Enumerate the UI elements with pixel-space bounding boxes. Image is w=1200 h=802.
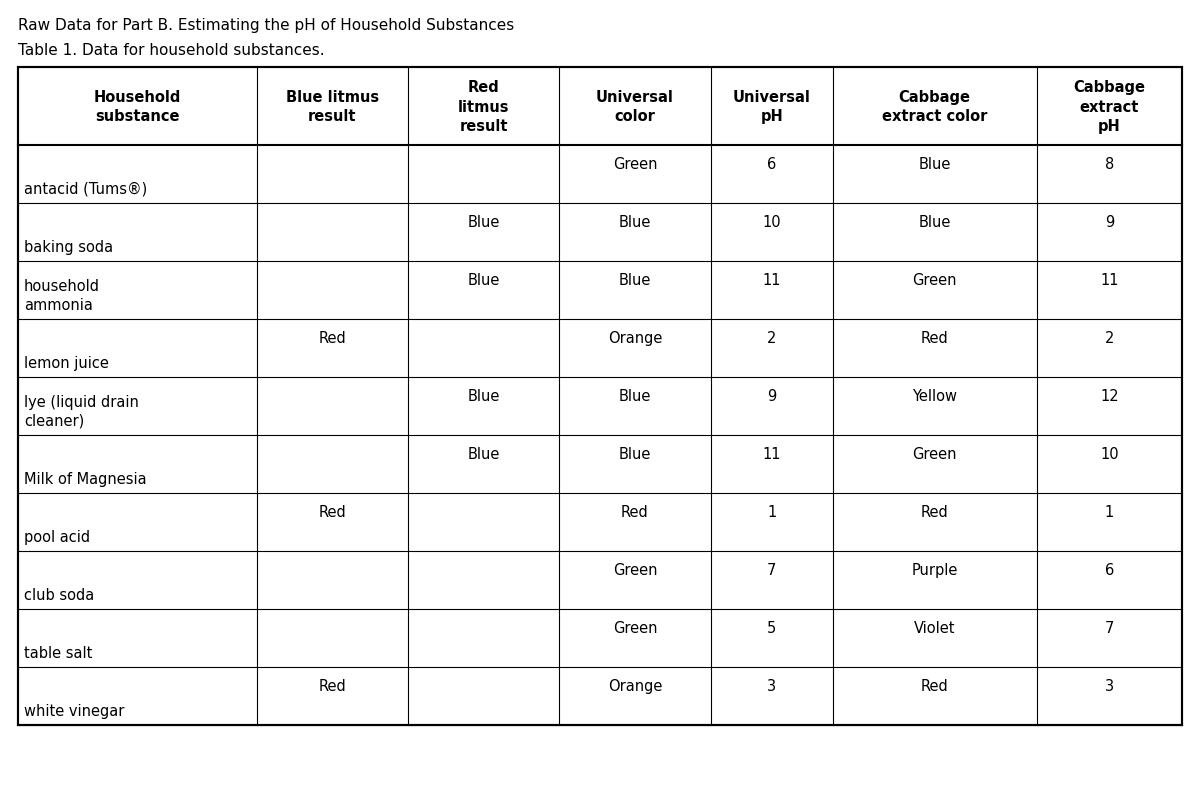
Text: 7: 7 [767,562,776,577]
Text: Yellow: Yellow [912,389,958,403]
Text: Universal
color: Universal color [596,90,674,124]
Text: Green: Green [613,620,658,635]
Text: 3: 3 [767,678,776,693]
Text: pool acid: pool acid [24,529,90,545]
Text: Red: Red [318,504,346,520]
Text: club soda: club soda [24,587,95,602]
Text: Blue: Blue [468,273,499,288]
Text: Green: Green [613,157,658,172]
Text: Blue: Blue [619,389,652,403]
Text: Red: Red [318,330,346,346]
Text: 1: 1 [1105,504,1114,520]
Text: 2: 2 [767,330,776,346]
Text: 9: 9 [767,389,776,403]
Text: Raw Data for Part B. Estimating the pH of Household Substances: Raw Data for Part B. Estimating the pH o… [18,18,515,33]
Text: Red: Red [920,330,948,346]
Text: Red: Red [920,678,948,693]
Text: Red
litmus
result: Red litmus result [458,79,509,134]
Bar [18,68,1182,725]
Text: Cabbage
extract
pH: Cabbage extract pH [1073,79,1145,134]
Text: Blue: Blue [918,157,950,172]
Text: 6: 6 [767,157,776,172]
Text: Violet: Violet [914,620,955,635]
Text: table salt: table salt [24,645,92,660]
Text: Blue: Blue [468,389,499,403]
Text: Cabbage
extract color: Cabbage extract color [882,90,988,124]
Text: 6: 6 [1105,562,1114,577]
Text: Red: Red [622,504,649,520]
Text: 5: 5 [767,620,776,635]
Text: Green: Green [912,273,956,288]
Text: 3: 3 [1105,678,1114,693]
Text: Blue: Blue [918,215,950,230]
Text: Orange: Orange [607,330,662,346]
Text: Universal
pH: Universal pH [733,90,811,124]
Text: Green: Green [613,562,658,577]
Text: antacid (Tums®): antacid (Tums®) [24,182,148,196]
Text: 11: 11 [762,447,781,461]
Text: Purple: Purple [912,562,958,577]
Text: 7: 7 [1104,620,1114,635]
Text: Household
substance: Household substance [94,90,181,124]
Text: 8: 8 [1105,157,1114,172]
Text: Red: Red [920,504,948,520]
Text: 10: 10 [1100,447,1118,461]
Text: 2: 2 [1104,330,1114,346]
Text: Blue litmus
result: Blue litmus result [286,90,379,124]
Text: Blue: Blue [468,215,499,230]
Text: 9: 9 [1105,215,1114,230]
Text: 1: 1 [767,504,776,520]
Text: Red: Red [318,678,346,693]
Text: 12: 12 [1100,389,1118,403]
Text: Milk of Magnesia: Milk of Magnesia [24,472,146,486]
Text: household
ammonia: household ammonia [24,279,100,313]
Text: Orange: Orange [607,678,662,693]
Text: lye (liquid drain
cleaner): lye (liquid drain cleaner) [24,395,139,428]
Text: 11: 11 [1100,273,1118,288]
Text: white vinegar: white vinegar [24,703,125,718]
Text: 10: 10 [762,215,781,230]
Text: Blue: Blue [619,273,652,288]
Text: Blue: Blue [619,447,652,461]
Text: Green: Green [912,447,956,461]
Text: 11: 11 [762,273,781,288]
Text: Table 1. Data for household substances.: Table 1. Data for household substances. [18,43,325,58]
Text: lemon juice: lemon juice [24,355,109,371]
Text: baking soda: baking soda [24,240,113,255]
Text: Blue: Blue [468,447,499,461]
Text: Blue: Blue [619,215,652,230]
